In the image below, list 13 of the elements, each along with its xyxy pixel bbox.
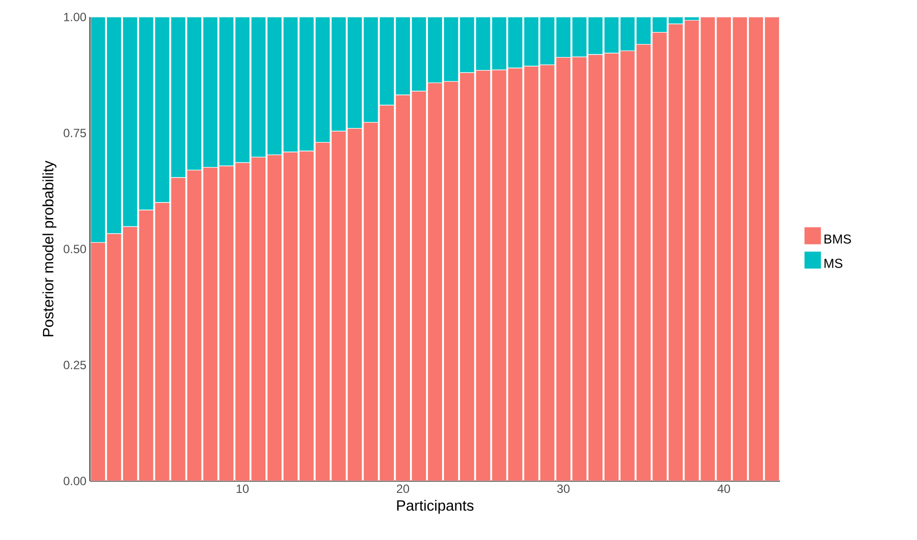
x-tick-label: 30 — [557, 484, 570, 493]
x-tick-label: 40 — [717, 484, 730, 493]
y-tick-label: 0.75 — [64, 128, 86, 138]
x-tick-label: 20 — [396, 484, 410, 493]
legend-label: BMS — [824, 234, 851, 244]
y-tick-label: 1.00 — [64, 12, 86, 22]
y-tick-label: 0.00 — [64, 476, 86, 486]
x-axis-title: Participants — [397, 500, 474, 514]
y-tick-label: 0.50 — [64, 244, 86, 254]
y-tick-label: 0.25 — [64, 360, 86, 370]
x-tick-label: 10 — [236, 484, 249, 493]
y-axis-title: Posterior model probability — [42, 160, 56, 336]
legend-label: MS — [824, 258, 842, 268]
